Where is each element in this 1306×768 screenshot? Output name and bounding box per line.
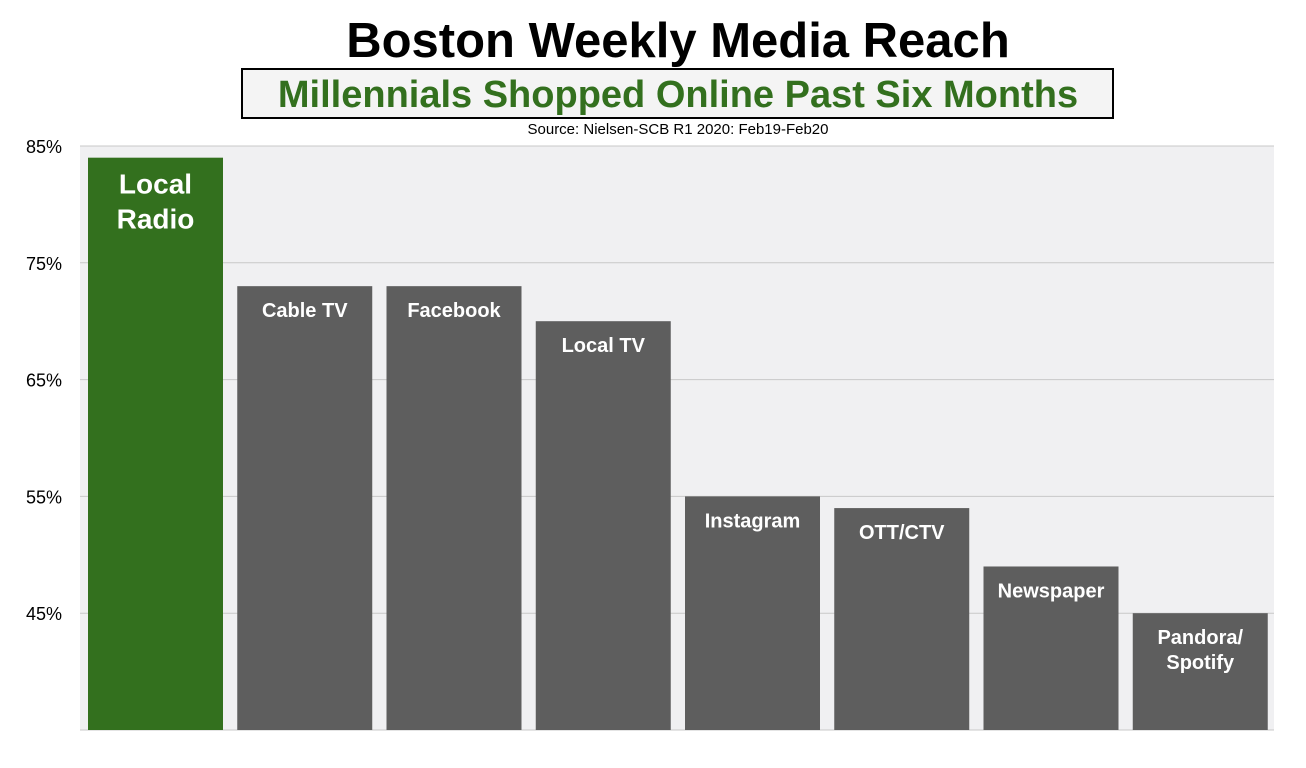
- bar: [88, 157, 223, 730]
- bar-label: Local Radio: [117, 169, 195, 235]
- source-note: Source: Nielsen-SCB R1 2020: Feb19-Feb20: [528, 121, 829, 138]
- y-tick-label: 55%: [26, 487, 62, 507]
- bar-label: OTT/CTV: [859, 522, 945, 544]
- bar: [535, 321, 671, 730]
- bar-label: Cable TV: [262, 300, 348, 322]
- bar-label: Local TV: [562, 335, 646, 357]
- bar-label: Pandora/Spotify: [1157, 627, 1243, 674]
- bar: [1132, 613, 1268, 730]
- y-tick-label: 65%: [26, 371, 62, 391]
- bar: [237, 286, 373, 730]
- y-tick-label: 45%: [26, 604, 62, 624]
- chart-subtitle: Millennials Shopped Online Past Six Mont…: [278, 74, 1078, 116]
- y-tick-label: 85%: [26, 137, 62, 157]
- bar-label: Newspaper: [998, 580, 1105, 602]
- bar: [834, 508, 970, 730]
- bar-label: Facebook: [407, 300, 501, 322]
- bar-label: Instagram: [705, 510, 801, 532]
- bar: [685, 496, 820, 730]
- y-tick-label: 75%: [26, 254, 62, 274]
- subtitle-box: [241, 68, 1114, 119]
- bar: [386, 286, 522, 730]
- chart-title: Boston Weekly Media Reach: [346, 14, 1010, 68]
- bar: [983, 566, 1119, 730]
